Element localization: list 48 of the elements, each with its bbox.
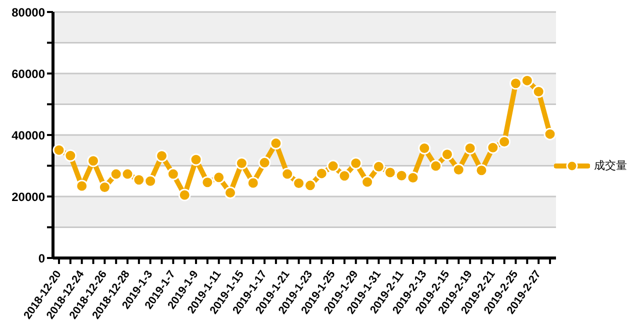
point: [110, 168, 122, 180]
point: [406, 171, 420, 184]
point: [520, 74, 534, 87]
y-tick-label: 20000: [12, 190, 46, 204]
point: [338, 170, 351, 182]
point: [372, 160, 385, 173]
point: [156, 150, 168, 162]
point: [52, 144, 66, 156]
point: [464, 142, 476, 154]
point: [281, 168, 294, 180]
point: [121, 168, 134, 180]
point: [258, 156, 271, 169]
point: [212, 171, 226, 184]
point: [430, 160, 442, 172]
y-tick-label: 80000: [12, 5, 46, 20]
point: [498, 136, 511, 148]
y-tick-label: 0: [38, 251, 46, 266]
point: [361, 176, 374, 188]
point: [532, 85, 545, 98]
point: [270, 137, 282, 150]
point: [87, 154, 100, 168]
point: [544, 128, 556, 140]
point: [384, 166, 396, 179]
point: [395, 169, 408, 182]
point: [246, 176, 260, 190]
legend-label: 成交量: [594, 158, 627, 173]
point: [235, 157, 248, 170]
point: [132, 174, 146, 186]
point: [509, 77, 522, 90]
point: [315, 167, 328, 180]
point: [304, 179, 316, 192]
y-tick-label: 60000: [12, 66, 46, 81]
point: [326, 160, 340, 172]
point: [201, 176, 214, 189]
point: [166, 168, 180, 180]
point: [178, 188, 191, 202]
point: [224, 186, 237, 200]
point: [475, 164, 488, 177]
point: [452, 163, 465, 176]
y-tick-label: 40000: [12, 128, 46, 142]
point: [440, 148, 454, 161]
point: [486, 141, 500, 154]
point: [76, 180, 88, 192]
point: [144, 174, 157, 188]
point: [190, 153, 202, 166]
point: [350, 157, 362, 170]
point: [64, 149, 77, 162]
point: [418, 142, 431, 154]
